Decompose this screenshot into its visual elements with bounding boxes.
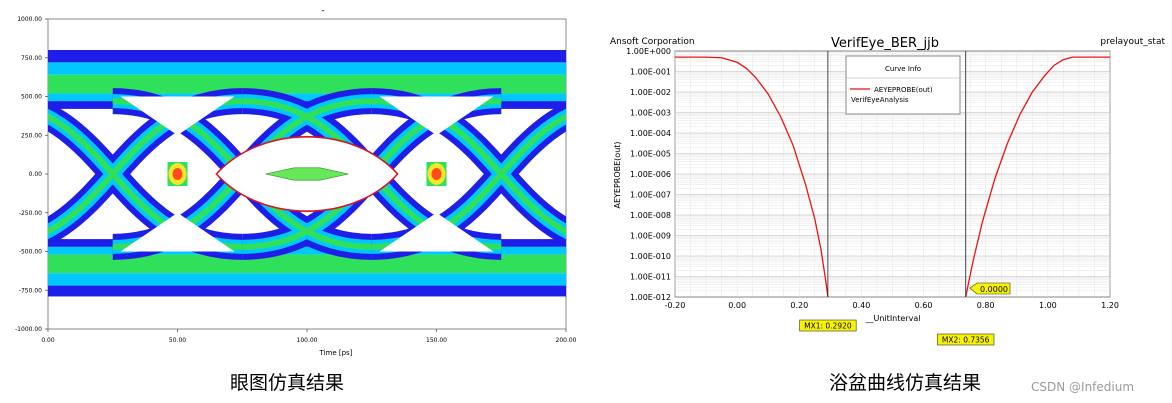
- bt-marker-box: [937, 333, 995, 346]
- eye-upper-gap: [120, 96, 235, 136]
- bt-header-left: Ansoft Corporation: [610, 37, 695, 47]
- eye-crossing-hot: [431, 168, 442, 180]
- bt-series-left-line: [675, 56, 829, 298]
- readout-value: 0.0000: [980, 285, 1008, 294]
- eye-y-tick-label: 0.00: [29, 171, 43, 178]
- bt-y-tick-label: 1.00E-009: [630, 232, 671, 241]
- eye-crossing-hot: [172, 168, 183, 180]
- caption-right: 浴盆曲线仿真结果: [829, 372, 982, 394]
- eye-y-tick-label: -1000.00: [15, 326, 42, 333]
- bt-x-axis-label: __UnitInterval: [865, 314, 921, 323]
- eye-y-tick-label: 500.00: [21, 94, 42, 101]
- eye-mask: [265, 167, 349, 181]
- bt-x-tick-label: -0.20: [665, 301, 686, 310]
- caption-left: 眼图仿真结果: [230, 372, 345, 394]
- eye-lower-gap: [120, 212, 235, 252]
- eye-band: [48, 74, 566, 94]
- bt-marker-box: [799, 319, 857, 332]
- eye-y-tick-label: 750.00: [21, 55, 42, 62]
- bt-x-tick-label: 0.00: [728, 301, 746, 310]
- bt-y-tick-label: 1.00E-006: [630, 170, 671, 179]
- eye-band: [48, 254, 566, 274]
- bt-x-tick-label: 1.20: [1101, 301, 1119, 310]
- bt-header-right: prelayout_stat: [1100, 37, 1165, 47]
- eye-y-tick-label: -250.00: [19, 210, 42, 217]
- eye-band: [48, 93, 566, 102]
- eye-x-tick-label: 100.00: [297, 337, 318, 344]
- bt-x-tick-label: 0.40: [853, 301, 871, 310]
- bt-series-right-line: [965, 56, 1110, 298]
- eye-band: [48, 62, 566, 75]
- bt-x-tick-label: 1.00: [1039, 301, 1057, 310]
- eye-x-tick-label: 0.00: [41, 337, 55, 344]
- bt-y-tick-label: 1.00E-004: [630, 129, 671, 138]
- eye-diagram-chart: 1000.00 750.00 500.00 250.00 0.00 -250.00 -500…: [15, 6, 577, 357]
- bt-y-tick-label: 1.00E-008: [630, 211, 671, 220]
- eye-band: [48, 246, 566, 255]
- eye-y-tick-label: -750.00: [19, 287, 42, 294]
- eye-band: [48, 273, 566, 286]
- bathtub-chart: Ansoft Corporation VerifEye_BER_jjb prel…: [610, 36, 1165, 346]
- eye-x-tick-label: 50.00: [169, 337, 186, 344]
- eye-y-tick-label: -500.00: [19, 249, 42, 256]
- eye-density-layer: [48, 50, 566, 297]
- bt-y-tick-label: 1.00E-012: [630, 293, 671, 302]
- eye-y-tick-label: 250.00: [21, 132, 42, 139]
- bt-y-tick-label: 1.00E-010: [630, 252, 671, 261]
- bt-marker-label: MX1: 0.2920: [804, 322, 852, 331]
- bt-y-tick-label: 1.00E+000: [626, 47, 671, 56]
- bt-legend: Curve Info AEYEPROBE(out) VerifEyeAnalys…: [845, 55, 961, 115]
- eye-lower-gap: [379, 212, 494, 252]
- bt-y-tick-label: 1.00E-001: [630, 68, 671, 77]
- bt-title: VerifEye_BER_jjb: [831, 36, 939, 51]
- readout-flag: 0.0000: [969, 282, 1011, 295]
- watermark: CSDN @Infedium: [1031, 380, 1135, 394]
- eye-x-tick-label: 200.00: [556, 337, 577, 344]
- eye-band: [48, 50, 566, 63]
- bt-y-axis-label: AEYEPROBE(out): [613, 141, 622, 208]
- eye-y-tick-label: 1000.00: [17, 16, 42, 23]
- eye-upper-gap: [379, 96, 494, 136]
- legend-sub: VerifEyeAnalysis: [851, 96, 909, 104]
- bt-x-tick-label: 0.20: [790, 301, 808, 310]
- bt-y-tick-label: 1.00E-002: [630, 88, 671, 97]
- eye-band: [48, 285, 566, 297]
- legend-header: Curve Info: [885, 65, 921, 73]
- bt-y-tick-label: 1.00E-011: [630, 273, 671, 282]
- eye-x-axis-label: Time [ps]: [319, 349, 353, 357]
- bt-x-tick-label: 0.80: [977, 301, 995, 310]
- legend-entry: AEYEPROBE(out): [874, 86, 933, 94]
- bt-y-tick-label: 1.00E-005: [630, 150, 671, 159]
- bt-x-tick-label: 0.60: [915, 301, 933, 310]
- eye-x-tick-label: 150.00: [426, 337, 447, 344]
- eye-title: -: [321, 6, 324, 16]
- bt-y-tick-label: 1.00E-003: [630, 109, 671, 118]
- bt-y-tick-label: 1.00E-007: [630, 191, 671, 200]
- bt-marker-label: MX2: 0.7356: [942, 336, 990, 345]
